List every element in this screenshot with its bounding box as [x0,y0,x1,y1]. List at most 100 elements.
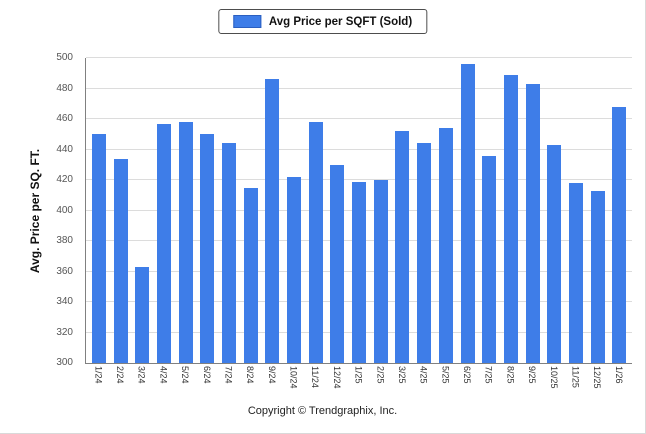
x-label-slot: 6/25 [456,366,478,389]
bar-6/25 [460,64,475,363]
bar-1/24 [91,134,106,363]
bar-slot [283,58,305,363]
bar-slot [110,58,132,363]
x-axis-label: 5/24 [180,366,191,384]
x-axis-label: 6/24 [201,366,212,384]
bar-11/25 [568,183,583,363]
x-axis-label: 10/24 [288,366,299,389]
bar-slot [413,58,435,363]
x-axis-labels: 1/24 2/24 3/24 4/24 5/24 6/24 7/24 8/24 9/24 10/2… [85,366,631,389]
bar-9/25 [525,83,540,363]
bar-slot [500,58,522,363]
x-label-slot: 1/25 [347,366,369,389]
x-axis-label: 3/25 [396,366,407,384]
x-axis-label: 12/25 [592,366,603,389]
bar-4/25 [417,143,432,363]
x-label-slot: 3/24 [130,366,152,389]
x-axis-label: 8/25 [505,366,516,384]
bar-slot [240,58,262,363]
bar-11/24 [308,122,323,363]
bar-12/25 [590,190,605,363]
y-tick-label: 480 [56,82,73,94]
bar-slot [327,58,349,363]
legend: Avg Price per SQFT (Sold) [217,9,428,34]
x-axis-label: 5/25 [440,366,451,384]
bar-12/24 [330,164,345,363]
bar-3/25 [395,131,410,363]
x-axis-label: 2/25 [375,366,386,384]
bar-slot [478,58,500,363]
x-label-slot: 9/24 [261,366,283,389]
y-tick-label: 340 [56,296,73,307]
bar-1/26 [612,106,627,363]
legend-swatch-icon [232,15,261,28]
bar-slot [175,58,197,363]
x-label-slot: 7/25 [477,366,499,389]
x-label-slot: 1/24 [87,366,109,389]
bar-slot [609,58,631,363]
y-tick-label: 300 [56,357,73,368]
bar-slot [392,58,414,363]
x-label-slot: 5/25 [434,366,456,389]
bar-slot [218,58,240,363]
y-tick-label: 500 [56,52,73,63]
bar-slot [131,58,153,363]
bar-slot [262,58,284,363]
bar-1/25 [352,181,367,363]
gridline [86,179,632,180]
x-axis-label: 6/25 [462,366,473,384]
x-label-slot: 5/24 [174,366,196,389]
x-label-slot: 12/25 [586,366,608,389]
bar-slot [196,58,218,363]
x-axis-label: 8/24 [245,366,256,384]
x-label-slot: 10/24 [282,366,304,389]
bar-slot [587,58,609,363]
copyright-text: Copyright © Trendgraphix, Inc. [247,405,398,417]
x-axis-label: 9/25 [527,366,538,384]
bar-6/24 [200,134,215,363]
bar-2/24 [113,158,128,363]
bar-10/24 [287,176,302,363]
x-label-slot: 3/25 [391,366,413,389]
x-label-slot: 9/25 [521,366,543,389]
bar-series [86,58,632,363]
y-tick-label: 460 [56,113,73,124]
bar-slot [370,58,392,363]
x-label-slot: 8/24 [239,366,261,389]
x-label-slot: 8/25 [499,366,521,389]
gridline [86,87,632,89]
x-axis-label: 12/24 [331,366,342,389]
bar-slot [435,58,457,363]
x-axis-label: 1/24 [93,366,104,384]
x-axis-label: 7/25 [483,366,494,384]
bar-4/24 [156,123,171,363]
bar-5/25 [438,128,453,363]
y-tick-label: 320 [56,326,73,338]
x-label-slot: 2/24 [109,366,131,389]
x-axis-label: 4/25 [418,366,429,384]
bar-slot [565,58,587,363]
bar-slot [305,58,327,363]
bar-slot [153,58,175,363]
y-tick-label: 360 [56,265,73,277]
bar-7/25 [482,155,497,363]
x-axis-label: 4/24 [158,366,169,384]
bar-8/24 [243,187,258,363]
x-axis-label: 9/24 [266,366,277,384]
x-axis-label: 10/25 [548,366,559,389]
legend-label: Avg Price per SQFT (Sold) [268,15,413,28]
x-axis-label: 2/24 [115,366,126,384]
gridline [86,118,632,119]
plot-area [85,57,632,364]
x-axis-label: 11/25 [570,366,581,388]
x-label-slot: 4/25 [412,366,434,389]
bar-8/25 [503,74,518,363]
bar-slot [522,58,544,363]
x-axis-label: 1/25 [353,366,364,384]
bar-slot [88,58,110,363]
y-tick-label: 440 [56,143,73,155]
y-tick-label: 400 [56,204,73,216]
x-label-slot: 11/24 [304,366,326,389]
x-label-slot: 11/25 [564,366,586,389]
bar-3/24 [135,266,150,363]
